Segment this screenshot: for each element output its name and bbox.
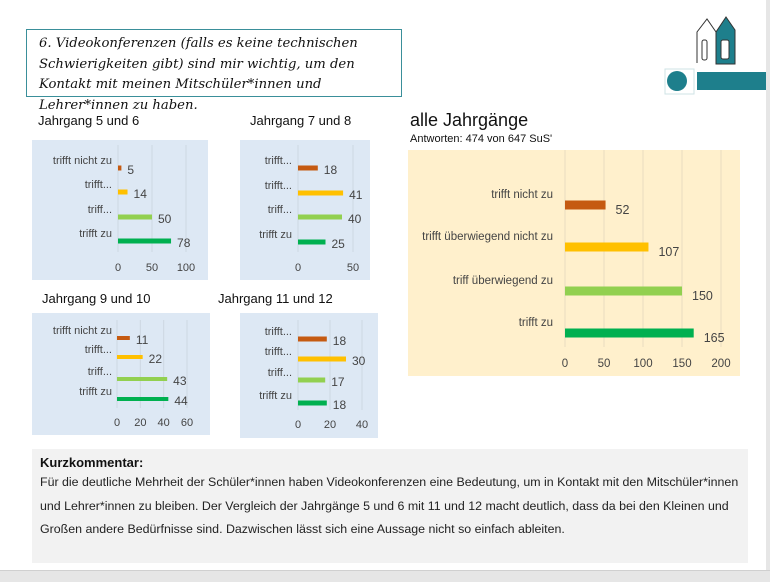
x-tick-label: 0 xyxy=(114,417,120,429)
category-label: triff überwiegend zu xyxy=(453,275,553,287)
x-tick-label: 20 xyxy=(324,419,336,431)
chart-bg-jg-7-8 xyxy=(240,140,370,280)
x-tick-label: 60 xyxy=(181,417,193,429)
bar xyxy=(298,190,344,196)
comment-title: Kurzkommentar: xyxy=(40,455,144,470)
x-tick-label: 0 xyxy=(295,262,301,274)
bar xyxy=(298,400,327,406)
data-label: 17 xyxy=(331,375,345,389)
bar xyxy=(118,214,152,220)
data-label: 41 xyxy=(349,188,363,202)
question-box: 6. Videokonferenzen (falls es keine tech… xyxy=(26,29,402,113)
x-tick-label: 150 xyxy=(672,358,691,370)
bar xyxy=(298,214,342,220)
category-label: trifft zu xyxy=(259,390,292,402)
x-tick-label: 40 xyxy=(158,417,170,429)
category-label: trifft überwiegend nicht zu xyxy=(422,231,553,243)
category-label: trifft... xyxy=(265,346,292,358)
bar xyxy=(565,200,606,210)
data-label: 44 xyxy=(174,394,188,408)
category-label: trifft nicht zu xyxy=(53,155,112,167)
bar xyxy=(117,336,130,340)
data-label: 18 xyxy=(324,163,338,177)
data-label: 25 xyxy=(332,237,346,251)
chart-title-jg-9-10: Jahrgang 9 und 10 xyxy=(42,291,151,306)
x-tick-label: 50 xyxy=(146,262,158,274)
school-houses-logo-icon xyxy=(664,16,766,95)
big-chart-header-bg xyxy=(406,106,742,150)
category-label: triff... xyxy=(268,204,292,216)
chart-bg-jg-9-10 xyxy=(32,313,210,435)
bar xyxy=(565,242,649,252)
category-label: trifft... xyxy=(265,180,292,192)
category-label: triff... xyxy=(88,204,112,216)
chart-bg-jg-11-12 xyxy=(240,313,378,438)
chart-title-jg-11-12: Jahrgang 11 und 12 xyxy=(218,291,333,306)
data-label: 14 xyxy=(134,187,148,201)
data-label: 40 xyxy=(348,212,362,226)
category-label: triff... xyxy=(268,367,292,379)
x-tick-label: 0 xyxy=(295,419,301,431)
bar xyxy=(298,377,326,383)
category-label: trifft nicht zu xyxy=(53,325,112,337)
bar xyxy=(298,336,327,342)
chart-bg-jg-5-6 xyxy=(32,140,208,280)
x-tick-label: 0 xyxy=(562,358,568,370)
data-label: 43 xyxy=(173,374,187,388)
comment-box: Kurzkommentar: Für die deutliche Mehrhei… xyxy=(32,449,748,563)
data-label: 18 xyxy=(333,334,347,348)
question-text: 6. Videokonferenzen (falls es keine tech… xyxy=(39,36,358,113)
data-label: 22 xyxy=(149,352,163,366)
bar xyxy=(298,239,326,245)
category-label: triff... xyxy=(88,366,112,378)
x-tick-label: 100 xyxy=(177,262,195,274)
category-label: trifft zu xyxy=(519,317,553,329)
data-label: 165 xyxy=(704,331,725,345)
page-edge xyxy=(766,0,770,570)
x-tick-label: 50 xyxy=(347,262,359,274)
data-label: 150 xyxy=(692,289,713,303)
category-label: trifft... xyxy=(85,344,112,356)
bar xyxy=(118,189,128,195)
bar xyxy=(298,356,346,362)
bar xyxy=(117,397,169,401)
data-label: 18 xyxy=(333,398,347,412)
category-label: trifft zu xyxy=(79,228,112,240)
bar xyxy=(565,328,694,338)
category-label: trifft... xyxy=(265,155,292,167)
x-tick-label: 0 xyxy=(115,262,121,274)
data-label: 50 xyxy=(158,212,172,226)
x-tick-label: 20 xyxy=(134,417,146,429)
category-label: trifft zu xyxy=(259,229,292,241)
data-label: 107 xyxy=(658,245,679,259)
chart-title-all: alle Jahrgänge xyxy=(410,110,529,130)
category-label: trifft nicht zu xyxy=(491,189,553,201)
x-tick-label: 200 xyxy=(711,358,730,370)
x-tick-label: 50 xyxy=(598,358,611,370)
data-label: 78 xyxy=(177,236,191,250)
category-label: trifft... xyxy=(85,179,112,191)
category-label: trifft... xyxy=(265,326,292,338)
bar xyxy=(298,165,318,171)
chart-subtitle-all: Antworten: 474 von 647 SuS' xyxy=(410,133,553,145)
bar xyxy=(118,165,122,171)
data-label: 52 xyxy=(616,203,630,217)
chart-title-jg-7-8: Jahrgang 7 und 8 xyxy=(250,113,352,128)
bar xyxy=(117,355,143,359)
data-label: 11 xyxy=(136,333,149,347)
bar xyxy=(565,286,682,296)
page-bottom-border xyxy=(0,570,770,582)
x-tick-label: 40 xyxy=(356,419,368,431)
bar xyxy=(118,238,172,244)
category-label: trifft zu xyxy=(79,386,112,398)
x-tick-label: 100 xyxy=(633,358,652,370)
data-label: 5 xyxy=(127,163,134,177)
chart-title-jg-5-6: Jahrgang 5 und 6 xyxy=(38,113,140,128)
bar xyxy=(117,377,168,381)
comment-text: Für die deutliche Mehrheit der Schüler*i… xyxy=(40,475,739,536)
data-label: 30 xyxy=(352,354,366,368)
